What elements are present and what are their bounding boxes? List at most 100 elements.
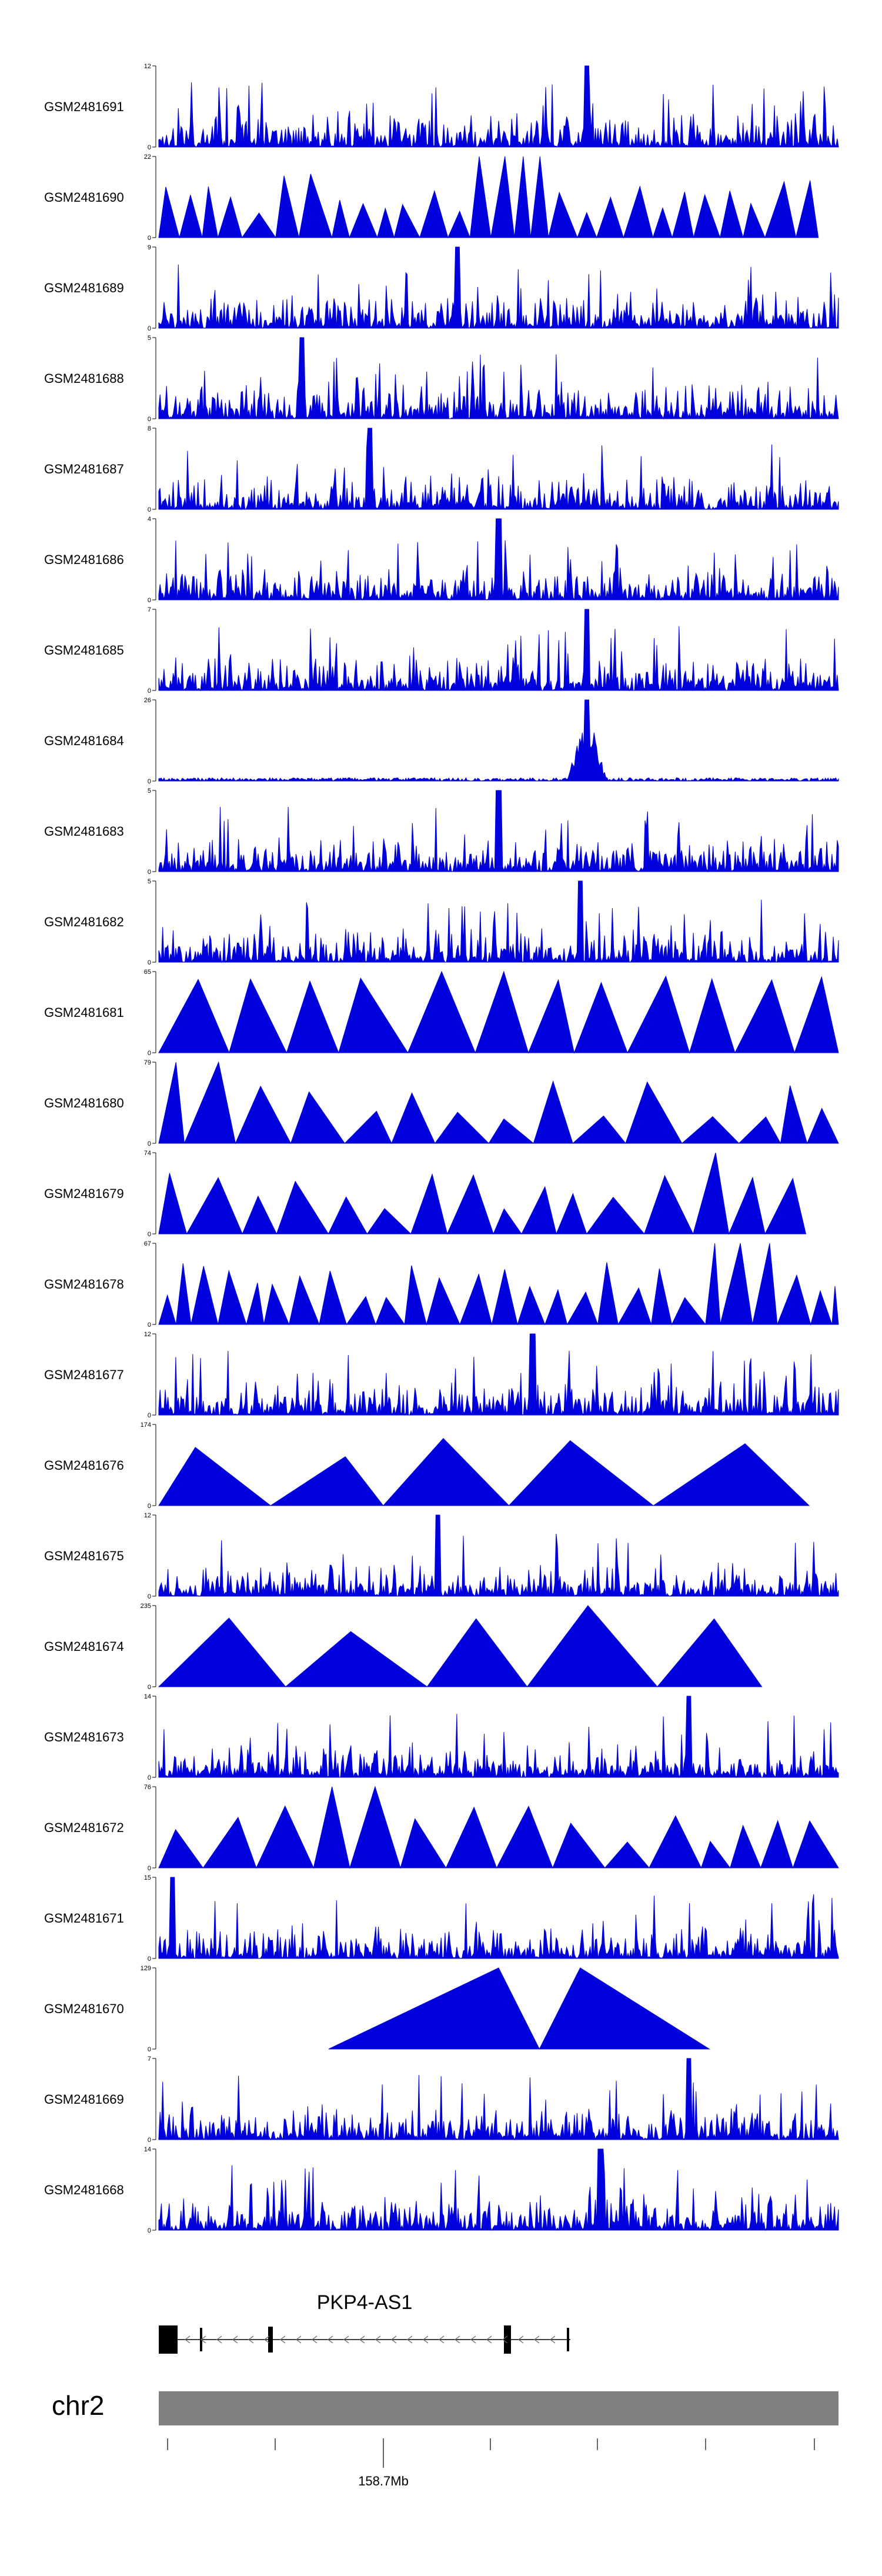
- y-max-label: 235: [141, 1603, 151, 1610]
- coverage-area: [158, 609, 839, 692]
- track-label: GSM2481679: [44, 1186, 124, 1201]
- coverage-area: [158, 1152, 807, 1235]
- track-GSM2481676: GSM2481676 174 0: [44, 1422, 810, 1510]
- y-min-label: 0: [148, 1412, 151, 1419]
- y-min-label: 0: [148, 1050, 151, 1057]
- chromosome-bar: [159, 2391, 838, 2425]
- track-label: GSM2481668: [44, 2183, 124, 2197]
- coverage-area: [158, 1877, 839, 1960]
- coverage-area: [158, 1243, 839, 1326]
- strand-arrow: [264, 2335, 270, 2344]
- coverage-tracks: GSM2481691120GSM2481690220GSM248168990GS…: [44, 63, 839, 2234]
- y-max-label: 14: [144, 1693, 151, 1700]
- track-label: GSM2481677: [44, 1367, 124, 1382]
- strand-arrow: [232, 2335, 238, 2344]
- track-GSM2481674: GSM2481674 235 0: [44, 1603, 763, 1691]
- gene-strand-arrows: [185, 2335, 556, 2344]
- gene-exon: [159, 2325, 178, 2354]
- coverage-area: [158, 1786, 839, 1869]
- strand-arrow: [375, 2335, 381, 2344]
- track-label: GSM2481670: [44, 2001, 124, 2016]
- y-max-label: 67: [144, 1240, 151, 1247]
- y-min-label: 0: [148, 1684, 151, 1691]
- track-GSM2481669: GSM2481669 7 0: [44, 2056, 839, 2144]
- y-min-label: 0: [148, 2227, 151, 2234]
- coverage-area: [158, 1061, 839, 1144]
- strand-arrow: [486, 2335, 492, 2344]
- track-GSM2481687: GSM2481687 8 0: [44, 425, 839, 513]
- y-max-label: 129: [141, 1965, 151, 1972]
- coverage-area: [158, 518, 839, 601]
- track-label: GSM2481680: [44, 1096, 124, 1110]
- y-max-label: 5: [148, 335, 151, 342]
- y-min-label: 0: [148, 416, 151, 423]
- coverage-area: [158, 2148, 839, 2231]
- y-min-label: 0: [148, 506, 151, 513]
- coverage-area: [158, 1696, 839, 1778]
- gene-exon: [268, 2327, 273, 2353]
- track-GSM2481681: GSM2481681 65 0: [44, 969, 839, 1057]
- coverage-area: [158, 1514, 839, 1597]
- chromosome-axis: chr2 158.7Mb: [52, 2390, 838, 2488]
- strand-arrow: [391, 2335, 397, 2344]
- y-min-label: 0: [148, 235, 151, 242]
- y-max-label: 22: [144, 154, 151, 161]
- strand-arrow: [201, 2335, 206, 2344]
- y-max-label: 7: [148, 2056, 151, 2063]
- track-GSM2481680: GSM2481680 79 0: [44, 1059, 839, 1147]
- strand-arrow: [455, 2335, 460, 2344]
- y-min-label: 0: [148, 144, 151, 151]
- track-GSM2481673: GSM2481673 14 0: [44, 1693, 839, 1781]
- y-min-label: 0: [148, 1140, 151, 1147]
- chromosome-label: chr2: [52, 2390, 104, 2421]
- strand-arrow: [502, 2335, 508, 2344]
- gene-exon: [504, 2325, 511, 2354]
- y-min-label: 0: [148, 325, 151, 332]
- track-label: GSM2481674: [44, 1639, 124, 1654]
- track-label: GSM2481689: [44, 281, 124, 295]
- strand-arrow: [328, 2335, 333, 2344]
- strand-arrow: [280, 2335, 286, 2344]
- track-label: GSM2481688: [44, 371, 124, 386]
- y-max-label: 26: [144, 697, 151, 704]
- track-label: GSM2481690: [44, 190, 124, 205]
- track-label: GSM2481671: [44, 1911, 124, 1926]
- y-min-label: 0: [148, 2137, 151, 2144]
- track-GSM2481679: GSM2481679 74 0: [44, 1150, 807, 1238]
- y-min-label: 0: [148, 1231, 151, 1238]
- strand-arrow: [534, 2335, 540, 2344]
- y-max-label: 5: [148, 788, 151, 795]
- coverage-area: [158, 1605, 763, 1687]
- y-max-label: 174: [141, 1422, 151, 1429]
- track-GSM2481684: GSM2481684 26 0: [44, 697, 839, 785]
- coverage-area: [158, 790, 839, 873]
- y-max-label: 7: [148, 606, 151, 613]
- coverage-area: [158, 970, 839, 1054]
- track-label: GSM2481669: [44, 2092, 124, 2107]
- track-GSM2481671: GSM2481671 15 0: [44, 1874, 839, 1963]
- coverage-area: [158, 880, 839, 963]
- coverage-area: [158, 428, 839, 510]
- track-label: GSM2481673: [44, 1730, 124, 1744]
- y-min-label: 0: [148, 597, 151, 604]
- gene-exon: [567, 2328, 569, 2351]
- track-GSM2481668: GSM2481668 14 0: [44, 2146, 839, 2234]
- track-label: GSM2481681: [44, 1005, 124, 1020]
- axis-ticks: [167, 2438, 815, 2468]
- track-GSM2481689: GSM2481689 9 0: [44, 244, 839, 332]
- strand-arrow: [216, 2335, 222, 2344]
- y-min-label: 0: [148, 688, 151, 695]
- track-label: GSM2481676: [44, 1458, 124, 1473]
- y-min-label: 0: [148, 1956, 151, 1963]
- track-label: GSM2481678: [44, 1277, 124, 1292]
- y-min-label: 0: [148, 1503, 151, 1510]
- track-label: GSM2481683: [44, 824, 124, 839]
- coverage-area: [158, 1333, 839, 1416]
- track-GSM2481682: GSM2481682 5 0: [44, 878, 839, 966]
- track-GSM2481686: GSM2481686 4 0: [44, 516, 839, 604]
- coverage-area: [328, 1967, 711, 2050]
- coverage-area: [158, 65, 839, 148]
- track-label: GSM2481672: [44, 1820, 124, 1835]
- track-label: GSM2481686: [44, 552, 124, 567]
